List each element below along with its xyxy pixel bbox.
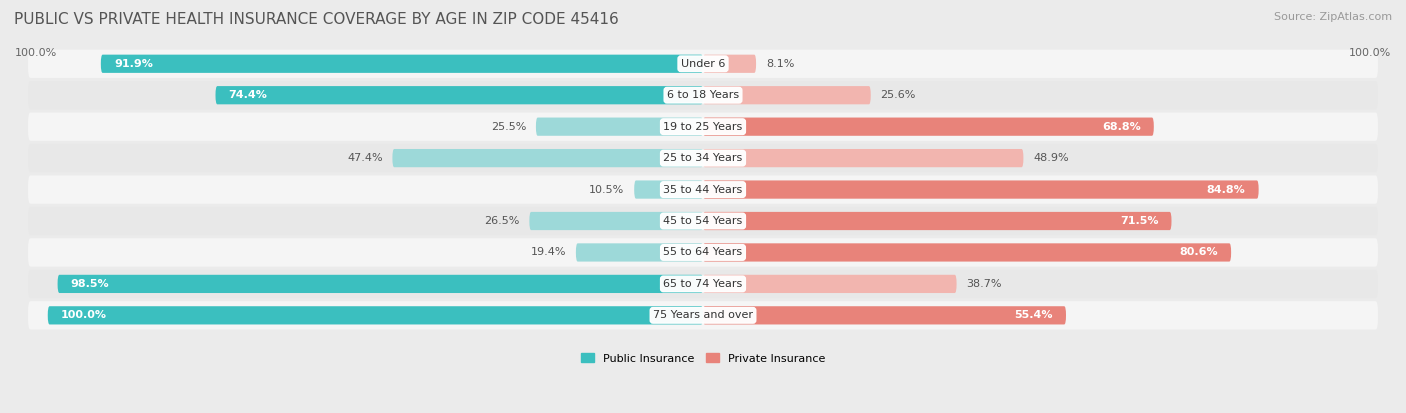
Text: 35 to 44 Years: 35 to 44 Years [664,185,742,195]
Text: 47.4%: 47.4% [347,153,382,163]
FancyBboxPatch shape [28,112,1378,141]
FancyBboxPatch shape [48,306,703,325]
FancyBboxPatch shape [703,86,870,104]
Text: 65 to 74 Years: 65 to 74 Years [664,279,742,289]
Text: 26.5%: 26.5% [484,216,520,226]
Text: 8.1%: 8.1% [766,59,794,69]
FancyBboxPatch shape [28,301,1378,330]
FancyBboxPatch shape [703,212,1171,230]
FancyBboxPatch shape [28,238,1378,267]
FancyBboxPatch shape [703,118,1154,136]
FancyBboxPatch shape [703,243,1232,261]
Text: 19.4%: 19.4% [530,247,567,257]
FancyBboxPatch shape [703,306,1066,325]
FancyBboxPatch shape [28,270,1378,298]
Text: 68.8%: 68.8% [1102,122,1140,132]
Text: 75 Years and over: 75 Years and over [652,310,754,320]
Text: 55.4%: 55.4% [1014,310,1053,320]
Text: Under 6: Under 6 [681,59,725,69]
FancyBboxPatch shape [28,207,1378,235]
Text: 91.9%: 91.9% [114,59,153,69]
FancyBboxPatch shape [58,275,703,293]
Legend: Public Insurance, Private Insurance: Public Insurance, Private Insurance [576,349,830,368]
FancyBboxPatch shape [28,144,1378,172]
Text: 74.4%: 74.4% [229,90,267,100]
Text: 98.5%: 98.5% [70,279,110,289]
Text: 71.5%: 71.5% [1121,216,1159,226]
Text: 6 to 18 Years: 6 to 18 Years [666,90,740,100]
Text: 25.6%: 25.6% [880,90,915,100]
FancyBboxPatch shape [703,180,1258,199]
Text: 55 to 64 Years: 55 to 64 Years [664,247,742,257]
Text: 25 to 34 Years: 25 to 34 Years [664,153,742,163]
FancyBboxPatch shape [28,50,1378,78]
FancyBboxPatch shape [101,55,703,73]
Text: 100.0%: 100.0% [15,48,58,58]
FancyBboxPatch shape [703,55,756,73]
Text: 100.0%: 100.0% [60,310,107,320]
Text: 45 to 54 Years: 45 to 54 Years [664,216,742,226]
Text: 38.7%: 38.7% [966,279,1002,289]
Text: 25.5%: 25.5% [491,122,526,132]
FancyBboxPatch shape [28,81,1378,109]
Text: 10.5%: 10.5% [589,185,624,195]
Text: 80.6%: 80.6% [1180,247,1218,257]
FancyBboxPatch shape [703,275,956,293]
Text: 100.0%: 100.0% [1348,48,1391,58]
Text: PUBLIC VS PRIVATE HEALTH INSURANCE COVERAGE BY AGE IN ZIP CODE 45416: PUBLIC VS PRIVATE HEALTH INSURANCE COVER… [14,12,619,27]
FancyBboxPatch shape [215,86,703,104]
FancyBboxPatch shape [530,212,703,230]
FancyBboxPatch shape [576,243,703,261]
Text: 84.8%: 84.8% [1206,185,1246,195]
Text: 48.9%: 48.9% [1033,153,1069,163]
FancyBboxPatch shape [28,176,1378,204]
FancyBboxPatch shape [536,118,703,136]
Text: Source: ZipAtlas.com: Source: ZipAtlas.com [1274,12,1392,22]
Text: 19 to 25 Years: 19 to 25 Years [664,122,742,132]
FancyBboxPatch shape [703,149,1024,167]
FancyBboxPatch shape [634,180,703,199]
FancyBboxPatch shape [392,149,703,167]
